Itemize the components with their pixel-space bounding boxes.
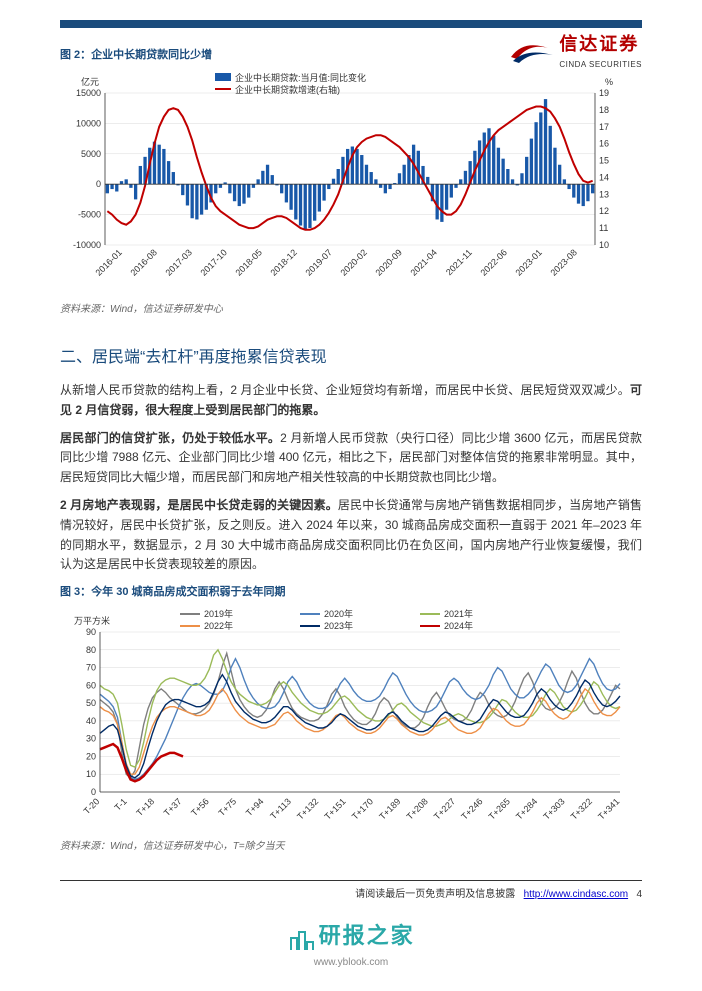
- svg-text:0: 0: [96, 179, 101, 189]
- svg-text:10: 10: [86, 769, 96, 779]
- svg-text:2018-05: 2018-05: [233, 247, 263, 277]
- fig3-title: 图 3：今年 30 城商品房成交面积弱于去年同期: [60, 583, 642, 599]
- svg-text:10000: 10000: [76, 118, 101, 128]
- fig3-source: 资料来源：Wind，信达证券研发中心，T=除夕当天: [60, 837, 642, 852]
- top-bar: [60, 20, 642, 28]
- svg-text:T+113: T+113: [268, 797, 293, 822]
- svg-text:%: %: [605, 77, 613, 87]
- svg-text:60: 60: [86, 681, 96, 691]
- brand-cn: 信达证券: [559, 34, 639, 54]
- svg-text:T+303: T+303: [541, 797, 566, 822]
- svg-text:14: 14: [599, 172, 609, 182]
- svg-text:T+227: T+227: [432, 797, 457, 822]
- svg-text:2017-03: 2017-03: [163, 247, 193, 277]
- svg-text:15: 15: [599, 156, 609, 166]
- svg-text:2021年: 2021年: [444, 608, 473, 619]
- svg-text:2017-10: 2017-10: [198, 247, 228, 277]
- svg-text:90: 90: [86, 627, 96, 637]
- svg-text:-10000: -10000: [73, 240, 101, 250]
- svg-text:2023年: 2023年: [324, 620, 353, 631]
- svg-text:企业中长期贷款增速(右轴): 企业中长期贷款增速(右轴): [235, 84, 340, 95]
- svg-text:T+284: T+284: [514, 797, 539, 822]
- svg-text:2022-06: 2022-06: [478, 247, 508, 277]
- svg-text:17: 17: [599, 122, 609, 132]
- svg-text:T+208: T+208: [405, 797, 430, 822]
- svg-text:2019年: 2019年: [204, 608, 233, 619]
- fig3-chart: 0102030405060708090万平方米T-20T-1T+18T+37T+…: [60, 602, 642, 835]
- svg-text:2020-09: 2020-09: [373, 247, 403, 277]
- footer-url[interactable]: http://www.cindasc.com: [524, 889, 628, 900]
- svg-text:T-1: T-1: [113, 797, 129, 813]
- svg-text:15000: 15000: [76, 88, 101, 98]
- fig2-source: 资料来源：Wind，信达证券研发中心: [60, 300, 642, 315]
- brand-en: CINDA SECURITIES: [559, 60, 642, 69]
- section-title: 二、居民端“去杠杆”再度拖累信贷表现: [60, 343, 642, 367]
- svg-text:50: 50: [86, 698, 96, 708]
- svg-text:亿元: 亿元: [81, 76, 99, 87]
- svg-text:T+56: T+56: [189, 797, 211, 819]
- wm-small: www.yblook.com: [314, 957, 388, 968]
- svg-text:T+265: T+265: [487, 797, 512, 822]
- svg-text:T+246: T+246: [459, 797, 484, 822]
- svg-text:-5000: -5000: [78, 210, 101, 220]
- svg-text:13: 13: [599, 189, 609, 199]
- brand-logo: 信达证券 CINDA SECURITIES: [509, 30, 642, 70]
- footer-page: 4: [636, 889, 642, 900]
- svg-text:20: 20: [86, 752, 96, 762]
- svg-text:T+322: T+322: [569, 797, 594, 822]
- svg-text:T+170: T+170: [350, 797, 375, 822]
- svg-text:2018-12: 2018-12: [268, 247, 298, 277]
- svg-text:2016-08: 2016-08: [128, 247, 158, 277]
- svg-text:2020年: 2020年: [324, 608, 353, 619]
- fig2-chart: -10000 -5000 0 5000 10000 15000 10 11 12 13 14 15 16…: [60, 65, 642, 298]
- svg-text:16: 16: [599, 139, 609, 149]
- paragraph: 2 月房地产表现弱，是居民中长贷走弱的关键因素。居民中长贷通常与房地产销售数据相…: [60, 496, 642, 575]
- svg-text:12: 12: [599, 206, 609, 216]
- svg-text:5000: 5000: [81, 149, 101, 159]
- svg-text:18: 18: [599, 105, 609, 115]
- svg-text:2020-02: 2020-02: [338, 247, 368, 277]
- svg-text:2024年: 2024年: [444, 620, 473, 631]
- svg-text:T+37: T+37: [162, 797, 184, 819]
- svg-text:T+75: T+75: [217, 797, 239, 819]
- svg-text:T+189: T+189: [377, 797, 402, 822]
- wm-big: 研报之家: [319, 923, 415, 948]
- watermark: 研报之家 www.yblook.com: [0, 918, 702, 968]
- svg-text:2019-07: 2019-07: [303, 247, 333, 277]
- svg-text:10: 10: [599, 240, 609, 250]
- svg-text:80: 80: [86, 645, 96, 655]
- svg-text:0: 0: [91, 787, 96, 797]
- svg-text:11: 11: [599, 223, 608, 233]
- svg-text:70: 70: [86, 663, 96, 673]
- svg-text:30: 30: [86, 734, 96, 744]
- svg-text:T-20: T-20: [82, 797, 102, 817]
- svg-text:2016-01: 2016-01: [93, 247, 123, 277]
- svg-text:2023-08: 2023-08: [548, 247, 578, 277]
- paragraph: 从新增人民币贷款的结构上看，2 月企业中长贷、企业短贷均有新增，而居民中长贷、居…: [60, 381, 642, 421]
- footer: 请阅读最后一页免责声明及信息披露 http://www.cindasc.com …: [60, 880, 642, 900]
- svg-text:T+18: T+18: [134, 797, 156, 819]
- svg-text:企业中长期贷款:当月值:同比变化: 企业中长期贷款:当月值:同比变化: [235, 72, 366, 83]
- svg-text:万平方米: 万平方米: [74, 615, 110, 626]
- svg-text:2021-11: 2021-11: [444, 247, 474, 277]
- svg-text:40: 40: [86, 716, 96, 726]
- svg-text:2023-01: 2023-01: [513, 247, 543, 277]
- footer-text: 请阅读最后一页免责声明及信息披露: [355, 889, 515, 900]
- svg-text:T+94: T+94: [244, 797, 266, 819]
- svg-text:T+151: T+151: [322, 797, 347, 822]
- svg-text:T+341: T+341: [596, 797, 621, 822]
- svg-text:T+132: T+132: [295, 797, 320, 822]
- svg-text:2022年: 2022年: [204, 620, 233, 631]
- paragraph: 居民部门的信贷扩张，仍处于较低水平。2 月新增人民币贷款（央行口径）同比少增 3…: [60, 429, 642, 488]
- svg-text:19: 19: [599, 88, 609, 98]
- svg-text:2021-04: 2021-04: [408, 247, 438, 277]
